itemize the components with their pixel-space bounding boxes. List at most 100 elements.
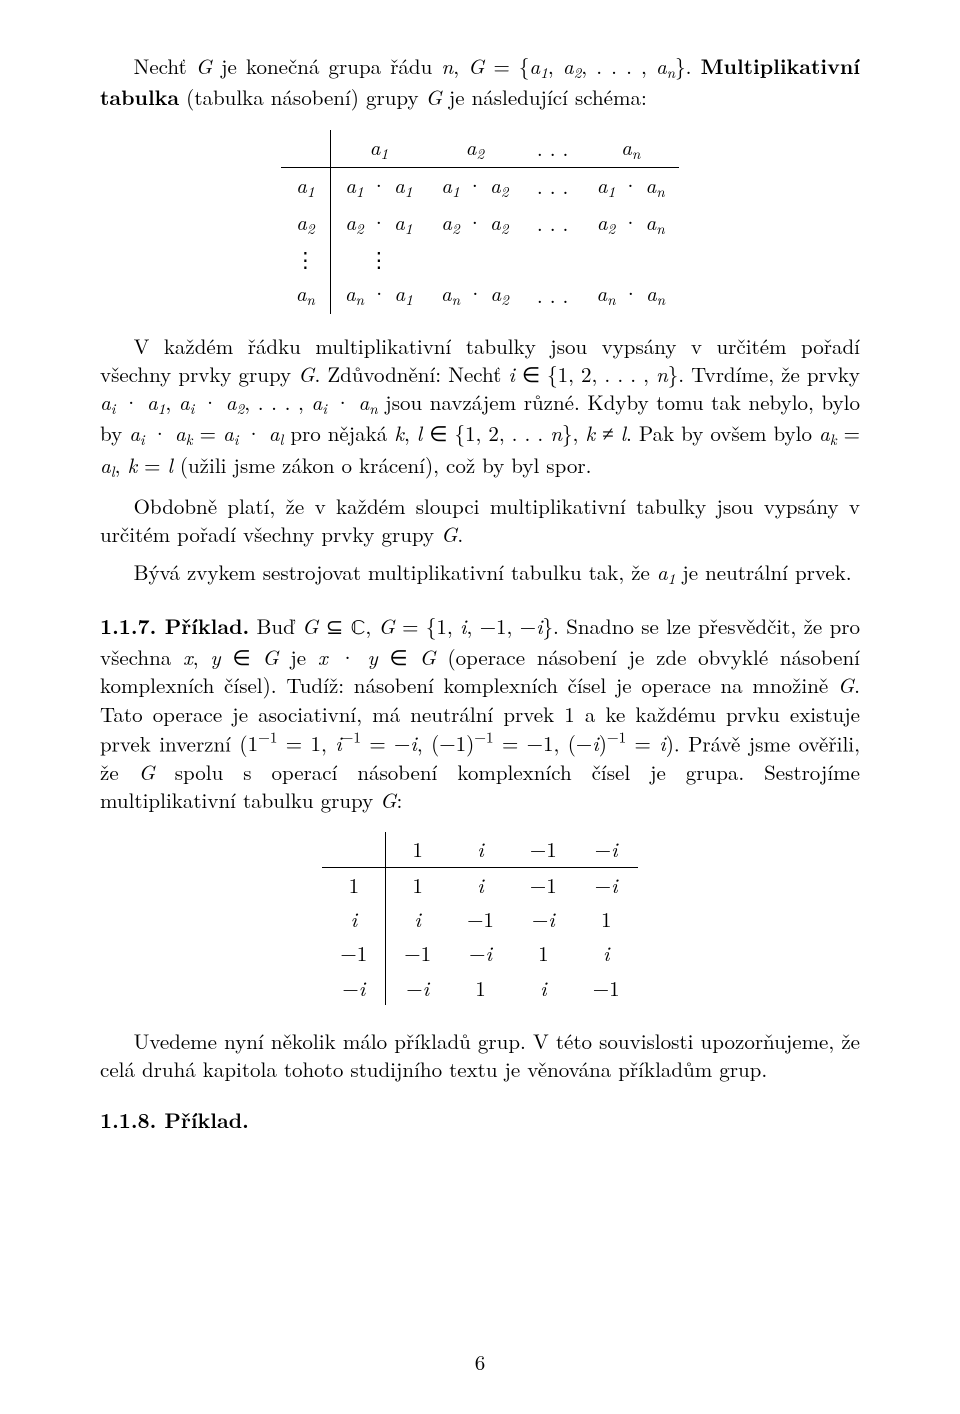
text: .: [457, 519, 463, 549]
cell: −i: [386, 971, 449, 1005]
math-xy: x, y ∈ G: [183, 642, 279, 672]
math-list: ai · a1, ai · a2, . . . , ai · an: [100, 387, 378, 417]
cell: ⋮: [330, 242, 427, 276]
cell: . . .: [523, 167, 583, 205]
text: . Pak by ovšem bylo: [626, 418, 819, 448]
cell: 1: [386, 867, 449, 902]
table-header: 1 i −1 −i: [322, 832, 637, 867]
text: je následující schéma:: [442, 82, 647, 112]
cell: an · an: [582, 276, 679, 313]
text: :: [396, 785, 402, 815]
col-header: i: [449, 832, 512, 867]
text: Buď: [249, 611, 302, 641]
para-1: Nechť G je konečná grupa řádu n, G = {a1…: [100, 52, 860, 112]
math-G: G: [441, 519, 457, 549]
row-label: 1: [322, 867, 385, 902]
cell: [582, 242, 679, 276]
math-inv3: (−1)−1 = −1: [431, 728, 553, 758]
cell: 1: [449, 971, 512, 1005]
example-1-1-7: 1.1.7. Příklad. Buď G ⊆ ℂ, G = {1, i, −1…: [100, 612, 860, 815]
cell: −1: [575, 971, 638, 1005]
cell: i: [575, 936, 638, 970]
text: ,: [453, 51, 468, 81]
cell: 1: [575, 902, 638, 936]
math-inv4: (−i)−1 = i: [568, 728, 666, 758]
row-label: a1: [281, 167, 331, 205]
table-row: i i −1 −i 1: [322, 902, 637, 936]
row-label: an: [281, 276, 331, 313]
cell: a2 · a2: [427, 205, 523, 242]
page-number: 6: [0, 1348, 960, 1376]
row-label: −i: [322, 971, 385, 1005]
para-4: Bývá zvykem sestrojovat multiplikativní …: [100, 558, 860, 589]
col-header: a1: [330, 130, 427, 168]
text: je neutrální prvek.: [675, 557, 851, 587]
math-set: i ∈ {1, 2, . . . , n}: [508, 359, 678, 389]
math-G: G: [196, 51, 212, 81]
text: spolu s operací násobení komplexních čís…: [100, 757, 860, 815]
cell: an · a2: [427, 276, 523, 313]
math-xyG: x · y ∈ G: [318, 642, 436, 672]
cell: i: [449, 867, 512, 902]
cell: −1: [449, 902, 512, 936]
text: Bývá zvykem sestrojovat multiplikativní …: [134, 557, 657, 587]
cell: −1: [386, 936, 449, 970]
text: pro nějaká: [283, 418, 394, 448]
text: ,: [554, 728, 568, 758]
math-G: G: [298, 359, 314, 389]
table-header: a1 a2 . . . an: [281, 130, 679, 168]
text: ,: [365, 611, 378, 641]
cell: 1: [512, 936, 575, 970]
col-header: a2: [427, 130, 523, 168]
cell: −i: [449, 936, 512, 970]
text: . Zdůvodnění: Nechť: [314, 359, 508, 389]
table-row: 1 1 i −1 −i: [322, 867, 637, 902]
text: (užili jsme zákon o krácení), což by byl…: [173, 450, 592, 480]
math-G: G: [426, 82, 442, 112]
para-2: V každém řádku multiplikativní tabulky j…: [100, 332, 860, 482]
cell: . . .: [523, 205, 583, 242]
math-inv2: i−1 = −i: [335, 728, 417, 758]
table-corner: [322, 832, 385, 867]
math-G: G: [380, 785, 396, 815]
col-header: . . .: [523, 130, 583, 168]
cell: i: [386, 902, 449, 936]
cell: [523, 242, 583, 276]
page: Nechť G je konečná grupa řádu n, G = {a1…: [0, 0, 960, 1414]
math-eq: ai · ak = ai · al: [129, 418, 283, 448]
text: ,: [115, 450, 128, 480]
table-row: a1 a1 · a1 a1 · a2 . . . a1 · an: [281, 167, 679, 205]
text: ,: [573, 418, 586, 448]
table-corner: [281, 130, 331, 168]
cell: a1 · an: [582, 167, 679, 205]
table-row-dots: ⋮ ⋮: [281, 242, 679, 276]
multiplication-table-general: a1 a2 . . . an a1 a1 · a1 a1 · a2 . . . …: [281, 130, 679, 314]
example-1-1-8: 1.1.8. Příklad.: [100, 1106, 860, 1134]
math-G: G: [139, 757, 155, 787]
math-a1: a1: [657, 557, 675, 587]
math-subset: G ⊆ ℂ: [302, 611, 365, 641]
cell: −i: [575, 867, 638, 902]
cell: a1 · a2: [427, 167, 523, 205]
cell: −i: [512, 902, 575, 936]
col-header: an: [582, 130, 679, 168]
math-set: k, l ∈ {1, 2, . . . n}: [394, 418, 572, 448]
row-label: a2: [281, 205, 331, 242]
table-row: −i −i 1 i −1: [322, 971, 637, 1005]
text: (tabulka násobení) grupy: [179, 82, 425, 112]
math-Gset: G = {a1, a2, . . . , an}: [468, 51, 686, 81]
text: Nechť: [134, 51, 196, 81]
para-5: Uvedeme nyní několik málo příkladů grup.…: [100, 1027, 860, 1084]
example-number: 1.1.7. Příklad.: [100, 611, 249, 641]
cell: [427, 242, 523, 276]
col-header: 1: [386, 832, 449, 867]
text: .: [686, 51, 701, 81]
cell: i: [512, 971, 575, 1005]
cell: an · a1: [330, 276, 427, 313]
col-header: −1: [512, 832, 575, 867]
cell: a2 · an: [582, 205, 679, 242]
table-row: a2 a2 · a1 a2 · a2 . . . a2 · an: [281, 205, 679, 242]
text: je: [279, 642, 318, 672]
math-n: n: [441, 51, 453, 81]
math-Gset: G = {1, i, −1, −i}: [379, 611, 553, 641]
